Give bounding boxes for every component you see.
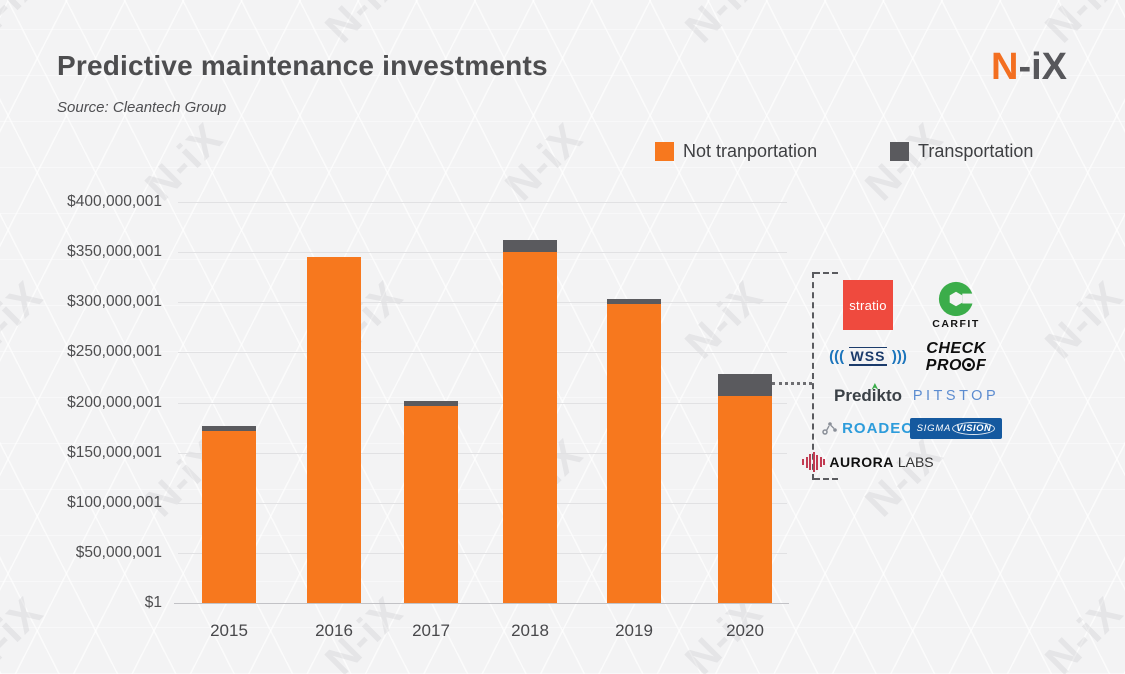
legend-item-not-transportation: Not tranportation: [655, 141, 817, 162]
logo-roadeo-label: ROADEO: [842, 419, 914, 437]
bar-2016: [307, 257, 361, 603]
x-axis-label: 2020: [726, 621, 764, 640]
gridline: [178, 202, 787, 203]
gridline: [178, 453, 787, 454]
logo-pitstop: PITSTOP: [913, 388, 999, 404]
x-axis-line: [174, 603, 789, 604]
auroralabs-labs: LABS: [897, 454, 934, 470]
checkproof-line2-end: F: [975, 356, 987, 374]
auroralabs-aurora: AURORA: [829, 454, 894, 470]
logo-stratio-label: stratio: [849, 297, 887, 313]
nix-logo-ix: -iX: [1018, 46, 1068, 88]
logo-wss-label: WSS: [848, 347, 888, 366]
legend-swatch-gray: [890, 142, 909, 161]
logo-pitstop-label: PITSTOP: [912, 388, 1000, 404]
gridline: [178, 352, 787, 353]
logo-predikto: Predikto: [833, 383, 903, 406]
sigmavision-sigma: SIGMA: [916, 422, 952, 434]
nix-watermark: N-iX: [315, 0, 412, 52]
logo-stratio: stratio: [843, 280, 893, 330]
gridline: [178, 252, 787, 253]
bar-segment-transportation: [202, 426, 256, 431]
bar-segment-not-transportation: [404, 406, 458, 603]
gridline: [178, 403, 787, 404]
nix-logo-n: N: [991, 46, 1019, 88]
gridline: [178, 302, 787, 303]
nix-watermark: N-iX: [1035, 271, 1125, 368]
nix-watermark: N-iX: [855, 113, 952, 210]
gridline: [178, 503, 787, 504]
y-tick-label: $200,000,001: [67, 394, 162, 411]
source-caption: Source: Cleantech Group: [57, 99, 227, 116]
y-tick-label: $150,000,001: [67, 444, 162, 461]
bar-2017: [404, 401, 458, 603]
logo-roadeo: ROADEO: [822, 420, 914, 437]
logo-checkproof: CHECK PRO F: [925, 340, 987, 374]
auroralabs-waveform-icon: [802, 452, 826, 472]
bar-2020: [718, 374, 772, 603]
bar-segment-transportation: [718, 374, 772, 396]
predikto-leaf-icon: [871, 383, 879, 390]
y-tick-label: $400,000,001: [67, 193, 162, 210]
y-tick-label: $300,000,001: [67, 293, 162, 310]
sigmavision-vision: VISION: [952, 421, 996, 435]
roadeo-route-icon: [822, 422, 837, 435]
checkproof-line2-start: PRO: [925, 356, 962, 374]
nix-watermark: N-iX: [495, 113, 592, 210]
nix-logo: N-iX: [991, 46, 1067, 89]
bar-segment-transportation: [607, 299, 661, 304]
bar-segment-not-transportation: [307, 257, 361, 603]
y-tick-label: $100,000,001: [67, 494, 162, 511]
wss-right-waves: ))): [891, 348, 907, 365]
legend-swatch-orange: [655, 142, 674, 161]
x-axis-label: 2016: [315, 621, 353, 640]
page-title: Predictive maintenance investments: [57, 50, 548, 81]
logo-carfit-label: CARFIT: [932, 317, 980, 330]
bar-segment-not-transportation: [503, 252, 557, 603]
nix-watermark: N-iX: [0, 0, 52, 52]
logo-sigmavision: SIGMA VISION: [910, 417, 1002, 439]
legend-label: Not tranportation: [683, 141, 818, 161]
bar-segment-not-transportation: [718, 396, 772, 603]
checkproof-eye-icon: [962, 358, 976, 371]
bar-segment-not-transportation: [202, 431, 256, 603]
bar-segment-transportation: [404, 401, 458, 406]
bar-segment-transportation: [503, 240, 557, 252]
legend-item-transportation: Transportation: [890, 141, 1033, 162]
logo-wss: ((( WSS ))): [829, 347, 907, 366]
bar-2019: [607, 299, 661, 603]
y-tick-label: $350,000,001: [67, 243, 162, 260]
callout-connector-line: [772, 382, 812, 385]
nix-watermark: N-iX: [675, 0, 772, 52]
x-axis-label: 2018: [511, 621, 549, 640]
checkproof-line1: CHECK: [926, 340, 986, 358]
bar-2018: [503, 240, 557, 603]
logo-carfit: CARFIT: [932, 281, 980, 330]
bar-segment-not-transportation: [607, 304, 661, 603]
x-axis-label: 2019: [615, 621, 653, 640]
company-logos-grid: stratio CARFIT ((( WSS ))) CHECK PRO F: [802, 276, 1002, 480]
y-tick-label: $50,000,001: [75, 544, 162, 561]
nix-watermark: N-iX: [1035, 587, 1125, 674]
x-axis-label: 2015: [210, 621, 248, 640]
y-tick-label: $250,000,001: [67, 343, 162, 360]
x-axis-label: 2017: [412, 621, 450, 640]
nix-watermark: N-iX: [1035, 0, 1125, 52]
carfit-c-icon: [938, 281, 974, 316]
chart-plot-area: $400,000,001 $350,000,001 $300,000,001 $250…: [67, 193, 789, 640]
y-tick-label: $1: [144, 594, 162, 611]
bar-2015: [202, 426, 256, 603]
wss-left-waves: (((: [829, 348, 845, 365]
logo-auroralabs: AURORA LABS: [802, 452, 934, 472]
logo-predikto-label: Predikto: [833, 386, 903, 405]
legend-label: Transportation: [918, 141, 1034, 161]
gridline: [178, 553, 787, 554]
company-logos-panel: stratio CARFIT ((( WSS ))) CHECK PRO F: [802, 272, 1002, 480]
